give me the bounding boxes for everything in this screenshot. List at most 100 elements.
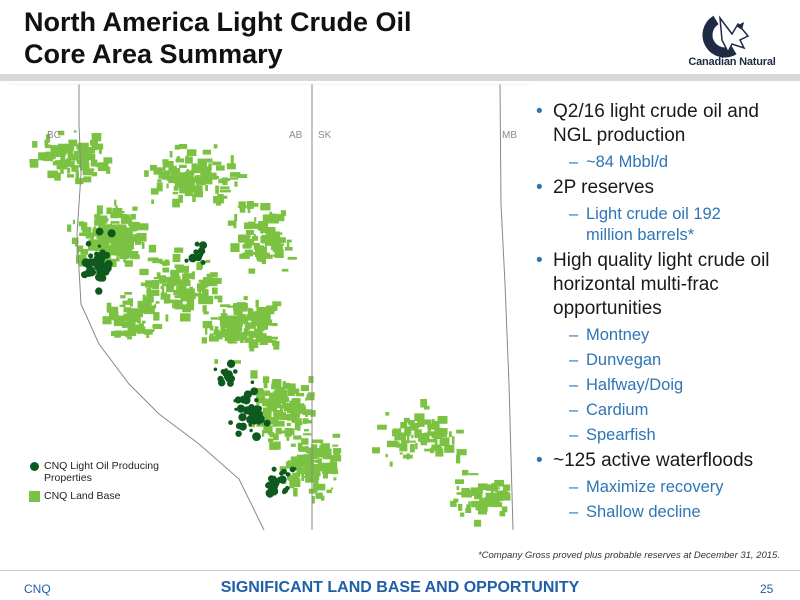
land-parcel bbox=[171, 172, 179, 175]
sub-bullet: – ~84 Mbbl/d bbox=[532, 152, 794, 173]
land-parcel bbox=[407, 420, 415, 425]
land-parcel bbox=[262, 402, 271, 407]
land-parcel bbox=[287, 389, 295, 396]
land-parcel bbox=[423, 405, 430, 410]
land-parcel bbox=[267, 241, 273, 246]
land-parcel bbox=[156, 167, 163, 175]
land-parcel bbox=[456, 485, 460, 491]
land-parcel bbox=[281, 390, 288, 399]
land-parcel bbox=[264, 315, 269, 319]
land-parcel bbox=[389, 461, 393, 467]
land-parcel bbox=[164, 161, 174, 168]
land-parcel bbox=[322, 468, 333, 474]
land-parcel bbox=[32, 141, 38, 148]
bullet-dot-icon: • bbox=[536, 101, 543, 122]
land-parcel bbox=[206, 285, 209, 288]
land-parcel bbox=[166, 183, 169, 189]
land-parcel bbox=[184, 269, 187, 278]
producing-property bbox=[243, 390, 252, 399]
land-parcel bbox=[474, 493, 480, 500]
bullet-text: horizontal multi-frac bbox=[553, 274, 719, 295]
land-parcel bbox=[233, 303, 243, 311]
page-title: North America Light Crude Oil Core Area … bbox=[24, 6, 624, 70]
producing-property bbox=[199, 241, 208, 250]
land-parcel bbox=[123, 220, 133, 224]
land-parcel bbox=[168, 175, 177, 184]
land-parcel bbox=[178, 194, 183, 203]
producing-property bbox=[218, 379, 226, 387]
land-parcel bbox=[427, 428, 431, 432]
land-parcel bbox=[272, 403, 276, 408]
land-parcel bbox=[205, 327, 208, 335]
land-parcel bbox=[414, 429, 422, 438]
land-parcel bbox=[191, 271, 195, 280]
producing-property bbox=[194, 241, 200, 247]
land-parcel bbox=[322, 462, 331, 471]
land-parcel bbox=[230, 243, 240, 252]
land-parcel bbox=[244, 238, 252, 247]
core-area-map: BC AB SK MB bbox=[9, 84, 530, 530]
land-parcel bbox=[58, 143, 69, 151]
land-parcel bbox=[103, 236, 112, 243]
land-parcel bbox=[206, 158, 213, 163]
land-parcel bbox=[286, 239, 292, 243]
land-parcel bbox=[494, 479, 504, 487]
land-parcel bbox=[326, 489, 332, 494]
land-parcel bbox=[174, 300, 183, 310]
land-parcel bbox=[248, 268, 256, 274]
land-parcel bbox=[263, 381, 268, 389]
land-parcel bbox=[462, 469, 469, 476]
sub-bullet-text: Spearfish bbox=[586, 426, 656, 444]
sub-bullet: – Montney bbox=[532, 325, 794, 346]
land-parcel bbox=[259, 251, 266, 257]
land-parcel bbox=[248, 238, 255, 245]
land-parcel bbox=[271, 323, 278, 327]
land-parcel bbox=[297, 421, 303, 426]
land-parcel bbox=[202, 305, 207, 312]
land-parcel bbox=[182, 304, 191, 313]
land-parcel bbox=[248, 333, 254, 343]
land-parcel bbox=[197, 283, 205, 292]
producing-property bbox=[220, 369, 226, 374]
producing-property bbox=[238, 413, 247, 422]
legend-item-land-base: CNQ Land Base bbox=[28, 490, 188, 502]
sub-bullet: – Spearfish bbox=[532, 425, 794, 446]
land-parcel bbox=[60, 161, 66, 168]
land-parcel bbox=[142, 294, 146, 303]
bullet-production: • Q2/16 light crude oil and NGL producti… bbox=[532, 100, 794, 148]
land-parcel bbox=[216, 165, 225, 171]
producing-property bbox=[271, 466, 277, 472]
land-parcel bbox=[308, 449, 320, 458]
land-parcel bbox=[58, 130, 65, 136]
land-parcel bbox=[222, 309, 226, 318]
land-parcel bbox=[168, 165, 177, 172]
land-parcel bbox=[233, 331, 241, 340]
land-parcel bbox=[312, 439, 324, 444]
land-parcel bbox=[215, 185, 219, 194]
land-parcel bbox=[156, 182, 163, 192]
land-parcel bbox=[261, 398, 266, 401]
land-parcel bbox=[149, 280, 152, 289]
land-parcel bbox=[280, 405, 283, 414]
land-parcel bbox=[427, 438, 438, 443]
land-parcel bbox=[149, 164, 157, 171]
en-dash-icon: – bbox=[569, 153, 579, 171]
land-parcel bbox=[312, 496, 315, 504]
land-parcel bbox=[250, 370, 258, 379]
land-parcel bbox=[301, 468, 305, 473]
land-parcel bbox=[207, 281, 218, 287]
land-parcel bbox=[219, 186, 230, 190]
land-parcel bbox=[273, 416, 279, 424]
land-parcel bbox=[427, 424, 432, 430]
land-parcel bbox=[406, 440, 416, 443]
land-parcel bbox=[456, 455, 461, 464]
land-parcel bbox=[271, 240, 277, 246]
land-parcel bbox=[402, 454, 413, 459]
land-parcel bbox=[491, 502, 503, 508]
land-parcel bbox=[259, 255, 263, 263]
land-parcel bbox=[293, 435, 302, 440]
land-parcel bbox=[113, 244, 124, 247]
map-legend: CNQ Light Oil Producing Properties CNQ L… bbox=[28, 460, 188, 508]
land-parcel bbox=[202, 180, 211, 183]
land-parcel bbox=[129, 310, 133, 315]
